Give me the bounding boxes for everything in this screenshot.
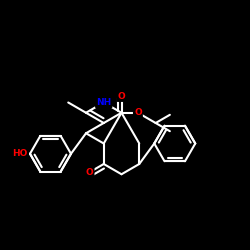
- Text: O: O: [86, 168, 94, 177]
- Text: HO: HO: [12, 149, 28, 158]
- Text: NH: NH: [96, 98, 112, 107]
- Text: O: O: [118, 92, 126, 101]
- Text: O: O: [134, 108, 142, 117]
